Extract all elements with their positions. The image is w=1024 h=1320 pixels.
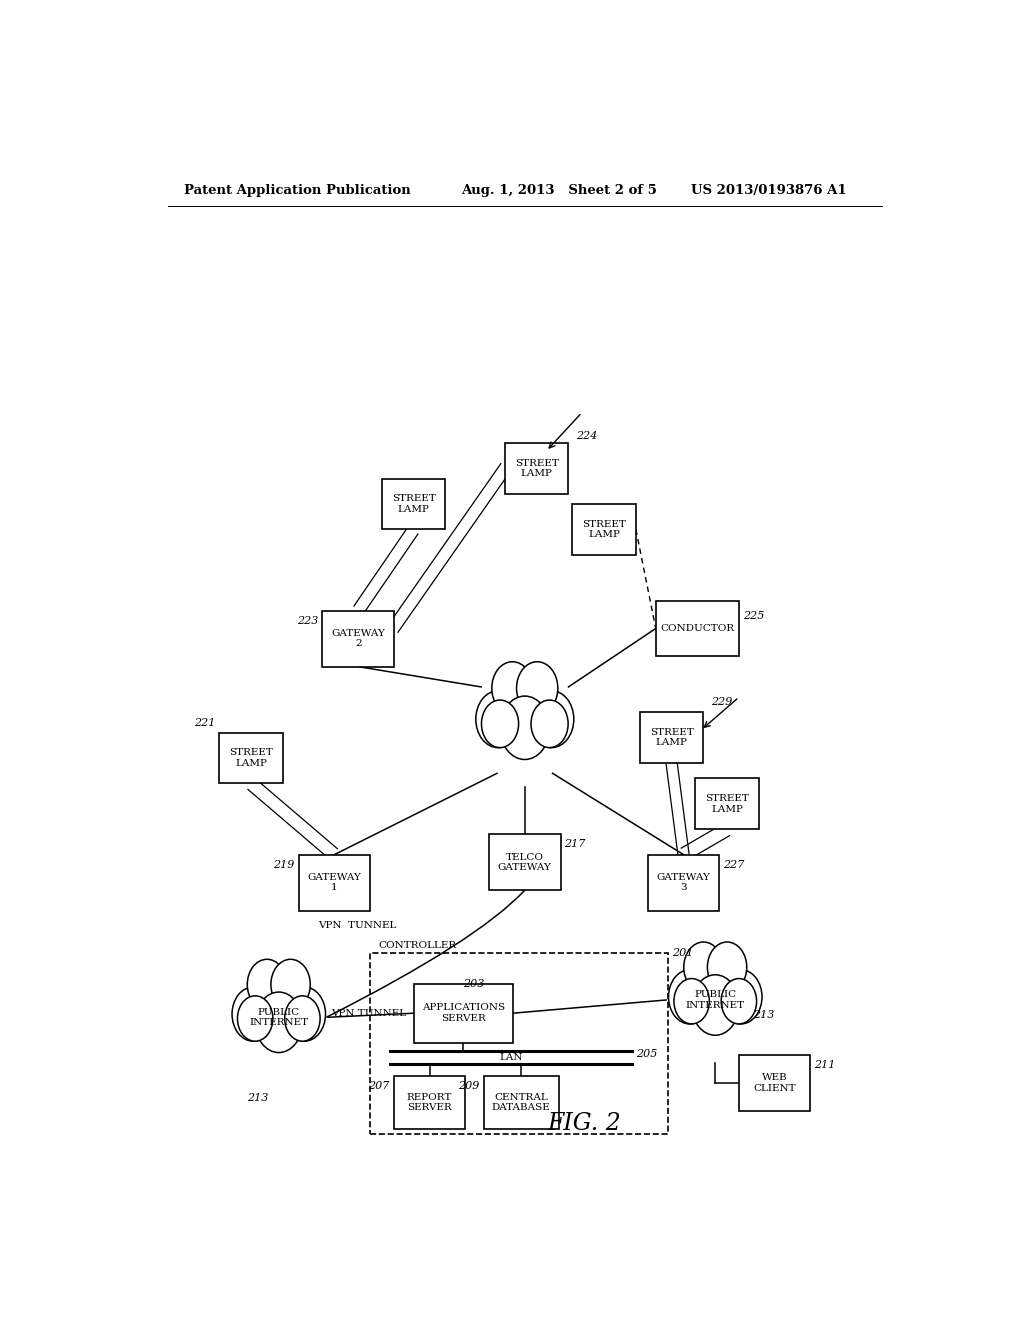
FancyBboxPatch shape [382, 479, 445, 529]
FancyBboxPatch shape [370, 953, 668, 1134]
FancyBboxPatch shape [394, 1076, 465, 1129]
Text: VPN TUNNEL: VPN TUNNEL [331, 1008, 406, 1018]
Circle shape [232, 987, 274, 1041]
Text: Aug. 1, 2013   Sheet 2 of 5: Aug. 1, 2013 Sheet 2 of 5 [461, 183, 657, 197]
Text: FIG. 2: FIG. 2 [548, 1113, 622, 1135]
Text: 203: 203 [463, 978, 484, 989]
FancyBboxPatch shape [505, 444, 568, 494]
Text: VPN  TUNNEL: VPN TUNNEL [318, 921, 397, 931]
Text: 224: 224 [577, 430, 598, 441]
Text: STREET
LAMP: STREET LAMP [392, 494, 435, 513]
Text: 207: 207 [369, 1081, 390, 1092]
Circle shape [238, 995, 272, 1041]
Text: STREET
LAMP: STREET LAMP [583, 520, 626, 539]
Text: LAN: LAN [499, 1053, 522, 1061]
Text: 225: 225 [743, 611, 764, 620]
Text: 209: 209 [458, 1081, 479, 1092]
FancyBboxPatch shape [414, 983, 513, 1043]
Circle shape [684, 942, 723, 993]
Circle shape [529, 690, 573, 747]
Text: STREET
LAMP: STREET LAMP [706, 795, 750, 813]
Circle shape [516, 661, 558, 714]
Circle shape [531, 700, 568, 747]
FancyBboxPatch shape [572, 504, 636, 554]
Text: STREET
LAMP: STREET LAMP [229, 748, 273, 768]
Text: Patent Application Publication: Patent Application Publication [183, 183, 411, 197]
Text: 201: 201 [672, 948, 693, 958]
FancyBboxPatch shape [648, 854, 719, 911]
Text: 213: 213 [754, 1010, 775, 1020]
Text: TELCO
GATEWAY: TELCO GATEWAY [498, 853, 552, 873]
FancyBboxPatch shape [739, 1055, 811, 1110]
Circle shape [253, 966, 304, 1032]
Text: CENTRAL
DATABASE: CENTRAL DATABASE [492, 1093, 551, 1113]
Text: 213: 213 [247, 1093, 268, 1104]
Text: 221: 221 [194, 718, 215, 727]
FancyBboxPatch shape [655, 601, 739, 656]
Circle shape [255, 993, 302, 1052]
Circle shape [500, 696, 550, 759]
Text: 217: 217 [564, 840, 586, 849]
Circle shape [271, 960, 310, 1010]
FancyBboxPatch shape [219, 733, 283, 784]
Circle shape [481, 700, 518, 747]
Text: APPLICATIONS
SERVER: APPLICATIONS SERVER [422, 1003, 505, 1023]
Text: 219: 219 [273, 859, 295, 870]
FancyBboxPatch shape [489, 834, 560, 890]
Text: REPORT
SERVER: REPORT SERVER [407, 1093, 453, 1113]
Text: PUBLIC
INTERNET: PUBLIC INTERNET [249, 1007, 308, 1027]
Text: GATEWAY
2: GATEWAY 2 [331, 628, 385, 648]
Text: 229: 229 [712, 697, 732, 708]
Text: CONDUCTOR: CONDUCTOR [660, 624, 734, 634]
Text: GATEWAY
1: GATEWAY 1 [307, 873, 361, 892]
FancyBboxPatch shape [640, 713, 703, 763]
Text: 223: 223 [297, 615, 318, 626]
Circle shape [721, 978, 757, 1024]
Circle shape [498, 669, 552, 738]
Circle shape [674, 978, 710, 1024]
Circle shape [247, 960, 287, 1010]
Circle shape [691, 974, 739, 1035]
Text: STREET
LAMP: STREET LAMP [649, 729, 693, 747]
Circle shape [285, 995, 321, 1041]
Text: STREET
LAMP: STREET LAMP [515, 459, 559, 478]
Text: PUBLIC
INTERNET: PUBLIC INTERNET [686, 990, 744, 1010]
Text: CONTROLLER: CONTROLLER [378, 941, 456, 950]
Circle shape [708, 942, 746, 993]
FancyBboxPatch shape [299, 854, 370, 911]
Circle shape [492, 661, 534, 714]
FancyBboxPatch shape [323, 611, 394, 667]
Circle shape [476, 690, 520, 747]
Text: 227: 227 [723, 859, 744, 870]
Text: WEB
CLIENT: WEB CLIENT [754, 1073, 796, 1093]
Text: 211: 211 [814, 1060, 836, 1071]
Circle shape [669, 970, 711, 1024]
Circle shape [720, 970, 762, 1024]
Circle shape [690, 949, 740, 1015]
FancyBboxPatch shape [483, 1076, 559, 1129]
Text: US 2013/0193876 A1: US 2013/0193876 A1 [691, 183, 847, 197]
Text: GATEWAY
3: GATEWAY 3 [656, 873, 711, 892]
FancyBboxPatch shape [695, 779, 759, 829]
Text: 205: 205 [636, 1049, 657, 1059]
Circle shape [284, 987, 326, 1041]
